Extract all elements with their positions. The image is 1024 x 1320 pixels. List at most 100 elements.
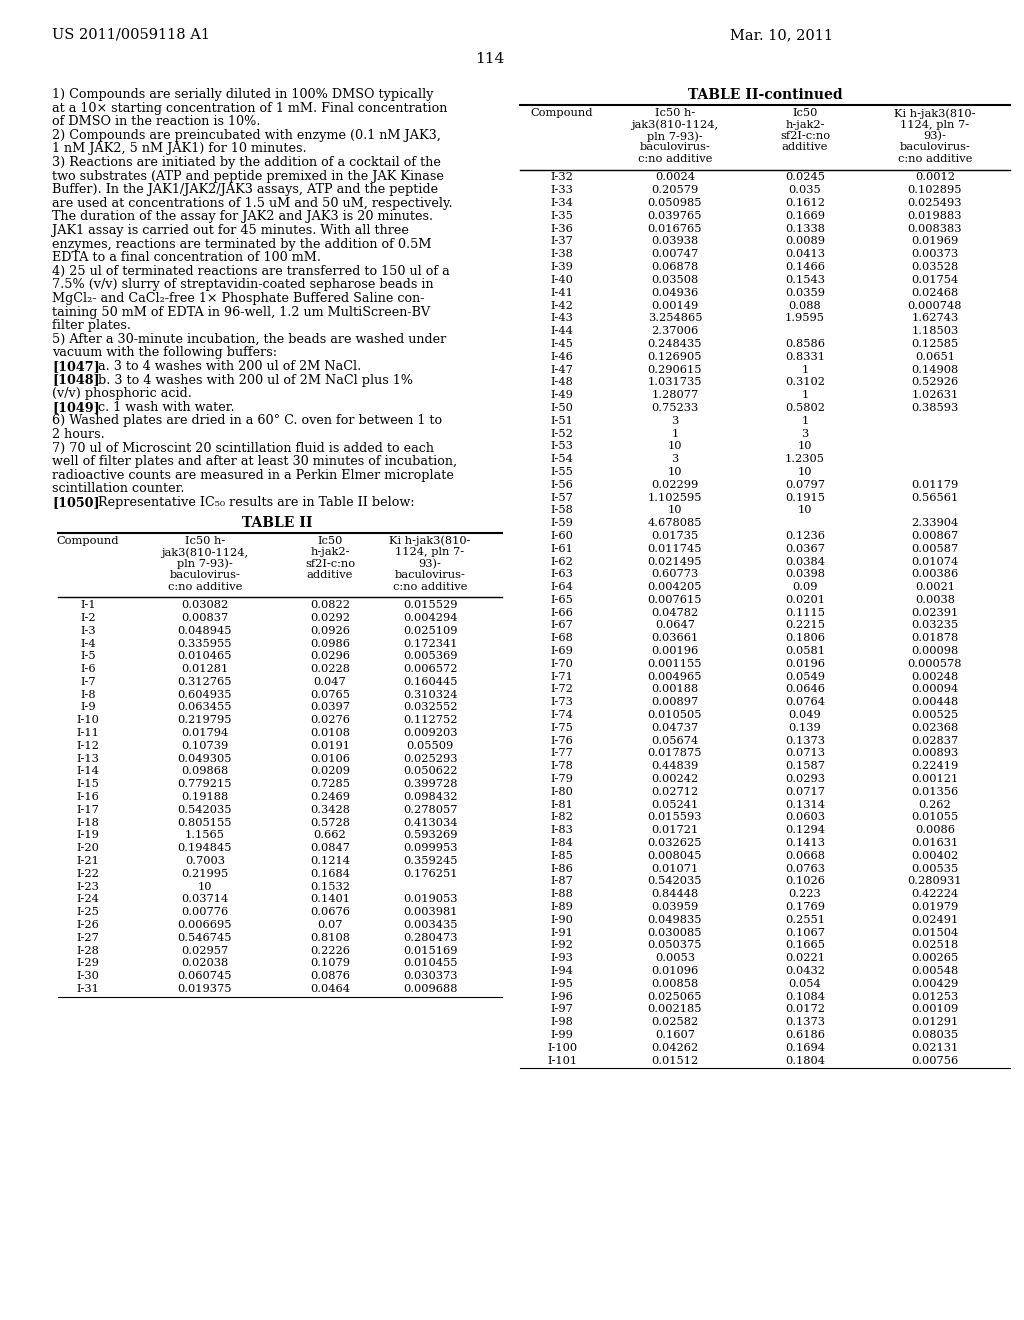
Text: I-100: I-100	[547, 1043, 578, 1053]
Text: radioactive counts are measured in a Perkin Elmer microplate: radioactive counts are measured in a Per…	[52, 469, 454, 482]
Text: 0.0986: 0.0986	[310, 639, 350, 648]
Text: I-21: I-21	[77, 857, 99, 866]
Text: 0.42224: 0.42224	[911, 890, 958, 899]
Text: 0.0384: 0.0384	[785, 557, 825, 566]
Text: I-36: I-36	[551, 223, 573, 234]
Text: 0.1669: 0.1669	[785, 211, 825, 220]
Text: 0.7285: 0.7285	[310, 779, 350, 789]
Text: I-62: I-62	[551, 557, 573, 566]
Text: I-64: I-64	[551, 582, 573, 593]
Text: 0.12585: 0.12585	[911, 339, 958, 348]
Text: I-73: I-73	[551, 697, 573, 708]
Text: sf2I-c:no: sf2I-c:no	[305, 558, 355, 569]
Text: 0.0549: 0.0549	[785, 672, 825, 681]
Text: I-3: I-3	[80, 626, 96, 636]
Text: I-71: I-71	[551, 672, 573, 681]
Text: I-29: I-29	[77, 958, 99, 969]
Text: 3.254865: 3.254865	[648, 313, 702, 323]
Text: 0.1694: 0.1694	[785, 1043, 825, 1053]
Text: 0.00548: 0.00548	[911, 966, 958, 975]
Text: I-53: I-53	[551, 441, 573, 451]
Text: 0.0359: 0.0359	[785, 288, 825, 298]
Text: I-85: I-85	[551, 851, 573, 861]
Text: I-96: I-96	[551, 991, 573, 1002]
Text: 0.04262: 0.04262	[651, 1043, 698, 1053]
Text: 0.00098: 0.00098	[911, 645, 958, 656]
Text: 0.8331: 0.8331	[785, 351, 825, 362]
Text: I-19: I-19	[77, 830, 99, 841]
Text: I-12: I-12	[77, 741, 99, 751]
Text: 0.1769: 0.1769	[785, 902, 825, 912]
Text: 0.0651: 0.0651	[915, 351, 955, 362]
Text: I-94: I-94	[551, 966, 573, 975]
Text: 0.03714: 0.03714	[181, 895, 228, 904]
Text: 0.194845: 0.194845	[178, 843, 232, 853]
Text: 2.37006: 2.37006	[651, 326, 698, 337]
Text: I-9: I-9	[80, 702, 96, 713]
Text: I-66: I-66	[551, 607, 573, 618]
Text: baculovirus-: baculovirus-	[394, 570, 466, 579]
Text: I-51: I-51	[551, 416, 573, 426]
Text: 0.1684: 0.1684	[310, 869, 350, 879]
Text: 0.03082: 0.03082	[181, 601, 228, 610]
Text: 0.02131: 0.02131	[911, 1043, 958, 1053]
Text: 0.01356: 0.01356	[911, 787, 958, 797]
Text: 0.06878: 0.06878	[651, 263, 698, 272]
Text: 0.03661: 0.03661	[651, 634, 698, 643]
Text: 0.0086: 0.0086	[915, 825, 955, 836]
Text: 0.1543: 0.1543	[785, 275, 825, 285]
Text: 0.007615: 0.007615	[648, 595, 702, 605]
Text: I-67: I-67	[551, 620, 573, 631]
Text: 0.280931: 0.280931	[907, 876, 963, 887]
Text: 0.01281: 0.01281	[181, 664, 228, 675]
Text: 0.0765: 0.0765	[310, 689, 350, 700]
Text: I-35: I-35	[551, 211, 573, 220]
Text: Representative IC₅₀ results are in Table II below:: Representative IC₅₀ results are in Table…	[86, 496, 415, 510]
Text: I-1: I-1	[80, 601, 96, 610]
Text: [1049]: [1049]	[52, 401, 99, 413]
Text: 0.5728: 0.5728	[310, 817, 350, 828]
Text: 0.1413: 0.1413	[785, 838, 825, 847]
Text: I-86: I-86	[551, 863, 573, 874]
Text: 0.60773: 0.60773	[651, 569, 698, 579]
Text: US 2011/0059118 A1: US 2011/0059118 A1	[52, 28, 210, 42]
Text: 0.0038: 0.0038	[915, 595, 955, 605]
Text: 0.0646: 0.0646	[785, 685, 825, 694]
Text: 0.004965: 0.004965	[648, 672, 702, 681]
Text: I-55: I-55	[551, 467, 573, 477]
Text: 0.1026: 0.1026	[785, 876, 825, 887]
Text: 0.00525: 0.00525	[911, 710, 958, 721]
Text: 0.00373: 0.00373	[911, 249, 958, 259]
Text: 0.047: 0.047	[313, 677, 346, 686]
Text: I-26: I-26	[77, 920, 99, 931]
Text: 0.0717: 0.0717	[785, 787, 825, 797]
Text: 93)-: 93)-	[419, 558, 441, 569]
Text: Ki h-jak3(810-: Ki h-jak3(810-	[389, 536, 471, 546]
Text: I-37: I-37	[551, 236, 573, 247]
Text: I-50: I-50	[551, 403, 573, 413]
Text: 0.00149: 0.00149	[651, 301, 698, 310]
Text: jak3(810-1124,: jak3(810-1124,	[162, 546, 249, 557]
Text: 0.1612: 0.1612	[785, 198, 825, 209]
Text: 0.030373: 0.030373	[402, 972, 458, 981]
Text: I-91: I-91	[551, 928, 573, 937]
Text: 0.01794: 0.01794	[181, 729, 228, 738]
Text: 1: 1	[802, 391, 809, 400]
Text: Ic50: Ic50	[317, 536, 343, 545]
Text: b. 3 to 4 washes with 200 ul of 2M NaCl plus 1%: b. 3 to 4 washes with 200 ul of 2M NaCl …	[86, 374, 413, 387]
Text: enzymes, reactions are terminated by the addition of 0.5M: enzymes, reactions are terminated by the…	[52, 238, 431, 251]
Text: 0.10739: 0.10739	[181, 741, 228, 751]
Text: 0.0763: 0.0763	[785, 863, 825, 874]
Text: 0.172341: 0.172341	[402, 639, 458, 648]
Text: I-61: I-61	[551, 544, 573, 553]
Text: 0.280473: 0.280473	[402, 933, 458, 942]
Text: I-14: I-14	[77, 767, 99, 776]
Text: 0.0296: 0.0296	[310, 651, 350, 661]
Text: I-5: I-5	[80, 651, 96, 661]
Text: I-79: I-79	[551, 774, 573, 784]
Text: 0.593269: 0.593269	[402, 830, 458, 841]
Text: 0.00429: 0.00429	[911, 979, 958, 989]
Text: 0.009203: 0.009203	[402, 729, 458, 738]
Text: I-34: I-34	[551, 198, 573, 209]
Text: 0.0106: 0.0106	[310, 754, 350, 764]
